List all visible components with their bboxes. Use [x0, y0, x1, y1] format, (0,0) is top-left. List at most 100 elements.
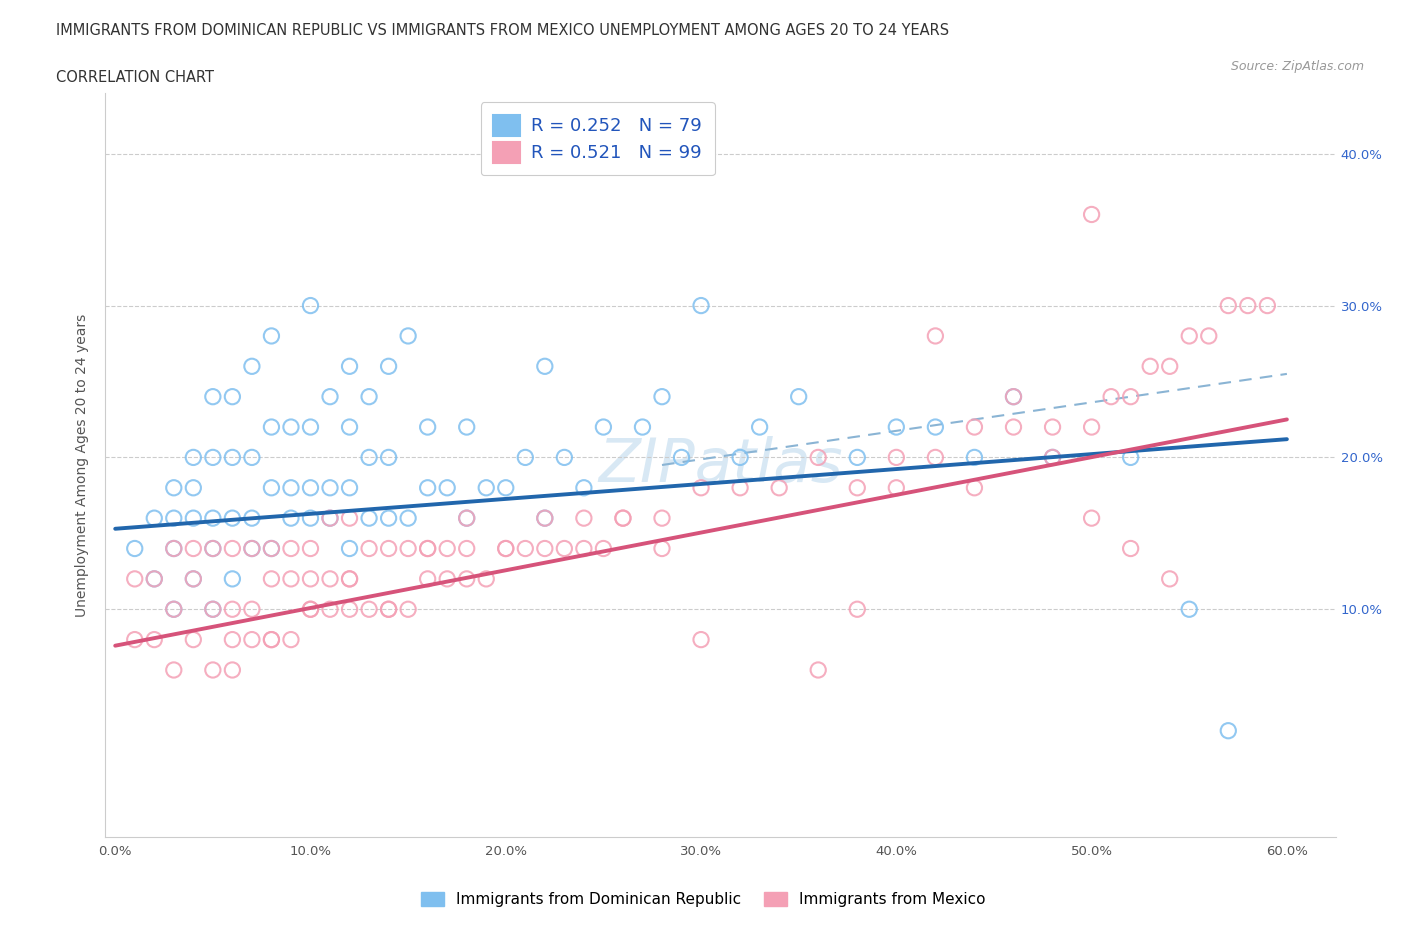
Point [416, 571, 439, 586]
Point [846, 602, 869, 617]
Point [456, 419, 478, 434]
Point [728, 480, 751, 495]
Point [456, 541, 478, 556]
Point [201, 390, 224, 405]
Point [339, 419, 361, 434]
Point [572, 480, 595, 495]
Point [124, 541, 146, 556]
Point [201, 602, 224, 617]
Point [377, 450, 399, 465]
Point [612, 511, 634, 525]
Point [319, 602, 342, 617]
Point [436, 541, 458, 556]
Point [124, 632, 146, 647]
Point [143, 632, 166, 647]
Point [221, 541, 243, 556]
Point [260, 632, 283, 647]
Point [183, 541, 205, 556]
Point [846, 450, 869, 465]
Point [163, 541, 186, 556]
Point [416, 480, 439, 495]
Point [651, 511, 673, 525]
Point [377, 511, 399, 525]
Point [280, 541, 302, 556]
Point [163, 602, 186, 617]
Point [339, 511, 361, 525]
Point [963, 480, 986, 495]
Point [690, 299, 713, 313]
Point [377, 359, 399, 374]
Point [339, 602, 361, 617]
Point [357, 511, 380, 525]
Point [183, 450, 205, 465]
Point [671, 450, 693, 465]
Point [495, 541, 517, 556]
Point [1218, 724, 1240, 738]
Point [221, 632, 243, 647]
Point [299, 480, 322, 495]
Point [339, 541, 361, 556]
Point [280, 632, 302, 647]
Point [1119, 541, 1142, 556]
Point [651, 390, 673, 405]
Point [357, 450, 380, 465]
Point [1159, 571, 1181, 586]
Point [436, 480, 458, 495]
Point [221, 450, 243, 465]
Point [221, 511, 243, 525]
Point [377, 602, 399, 617]
Point [240, 359, 263, 374]
Point [163, 662, 186, 677]
Point [1042, 450, 1064, 465]
Point [260, 541, 283, 556]
Point [924, 450, 946, 465]
Point [396, 602, 419, 617]
Point [201, 511, 224, 525]
Point [183, 511, 205, 525]
Point [553, 450, 575, 465]
Point [1080, 511, 1102, 525]
Point [280, 480, 302, 495]
Point [475, 480, 498, 495]
Point [1256, 299, 1278, 313]
Point [299, 571, 322, 586]
Text: ZIPatlas: ZIPatlas [599, 435, 842, 495]
Point [1080, 419, 1102, 434]
Point [357, 541, 380, 556]
Point [572, 511, 595, 525]
Point [396, 328, 419, 343]
Point [357, 602, 380, 617]
Point [1159, 359, 1181, 374]
Point [1119, 390, 1142, 405]
Point [240, 450, 263, 465]
Point [924, 328, 946, 343]
Point [221, 390, 243, 405]
Legend: R = 0.252   N = 79, R = 0.521   N = 99: R = 0.252 N = 79, R = 0.521 N = 99 [481, 102, 714, 176]
Point [260, 480, 283, 495]
Point [1002, 390, 1025, 405]
Point [377, 602, 399, 617]
Point [319, 511, 342, 525]
Point [240, 541, 263, 556]
Point [1119, 450, 1142, 465]
Point [846, 480, 869, 495]
Point [886, 480, 908, 495]
Point [631, 419, 654, 434]
Point [260, 541, 283, 556]
Point [280, 571, 302, 586]
Point [143, 571, 166, 586]
Point [768, 480, 790, 495]
Point [787, 390, 810, 405]
Point [963, 450, 986, 465]
Point [963, 419, 986, 434]
Point [260, 419, 283, 434]
Point [221, 571, 243, 586]
Point [456, 511, 478, 525]
Point [416, 541, 439, 556]
Point [339, 571, 361, 586]
Legend: Immigrants from Dominican Republic, Immigrants from Mexico: Immigrants from Dominican Republic, Immi… [415, 885, 991, 913]
Point [807, 662, 830, 677]
Point [592, 541, 614, 556]
Point [690, 480, 713, 495]
Point [1042, 450, 1064, 465]
